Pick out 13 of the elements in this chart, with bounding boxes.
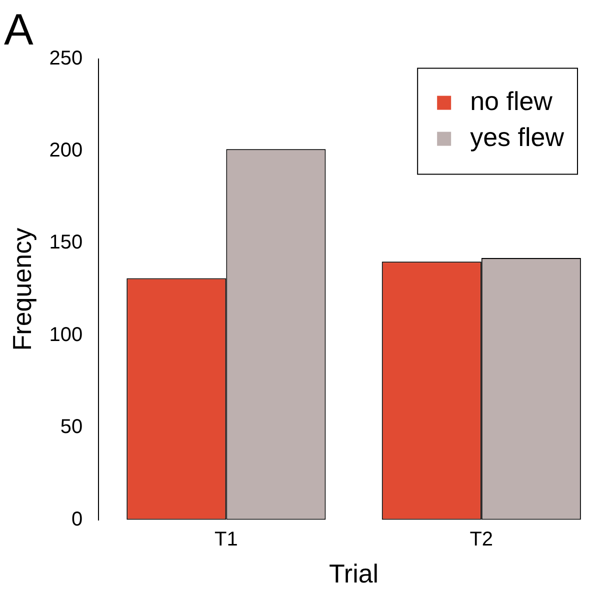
y-tick-label: 100 [49, 324, 83, 346]
x-tick-label: T1 [214, 528, 238, 550]
legend-label: no flew [470, 86, 553, 116]
y-tick-label: 150 [49, 232, 83, 254]
legend-label: yes flew [470, 122, 564, 152]
y-tick-label: 200 [49, 140, 83, 162]
x-axis-title: Trial [328, 558, 379, 589]
chart-title: A [4, 6, 34, 55]
y-tick-label: 250 [49, 47, 83, 70]
y-tick-label: 50 [60, 416, 83, 438]
y-tick-label: 0 [71, 508, 83, 530]
y-axis-title: Frequency [6, 228, 37, 351]
x-tick-label: T2 [470, 528, 494, 550]
